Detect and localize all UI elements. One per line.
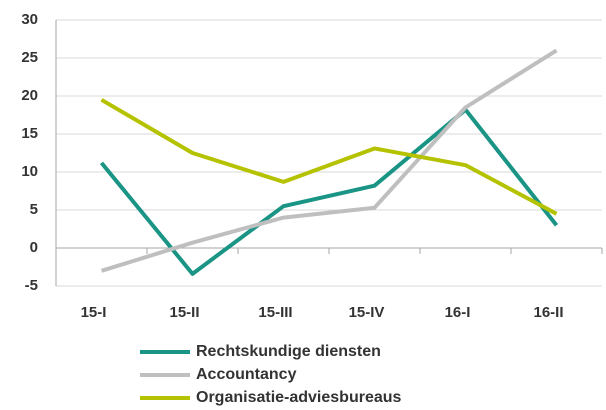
x-tick-label: 15-III (258, 304, 292, 321)
y-tick-label: 20 (21, 87, 38, 104)
line-series (100, 48, 558, 273)
line-series (100, 98, 558, 216)
y-tick-label: 30 (21, 11, 38, 28)
x-tick-label: 15-I (81, 304, 107, 321)
x-tick-label: 15-IV (349, 304, 385, 321)
y-tick-label: 0 (30, 239, 38, 256)
y-tick-label: -5 (25, 277, 38, 294)
x-tick-label: 16-I (445, 304, 471, 321)
legend-label: Accountancy (196, 366, 297, 383)
x-tick-label: 15-II (169, 304, 199, 321)
y-tick-label: 10 (21, 163, 38, 180)
y-tick-label: 25 (21, 49, 38, 66)
legend-label: Organisatie-adviesbureaus (196, 389, 402, 406)
x-tick-label: 16-II (533, 304, 563, 321)
y-tick-label: 5 (30, 201, 38, 218)
line-series (99, 107, 559, 276)
legend-label: Rechtskundige diensten (196, 343, 381, 360)
y-tick-label: 15 (21, 125, 38, 142)
